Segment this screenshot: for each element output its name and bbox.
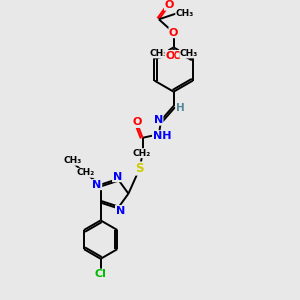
Text: CH₃: CH₃ (63, 156, 82, 165)
Text: NH: NH (153, 131, 171, 141)
Text: O: O (165, 50, 175, 61)
Text: O: O (132, 117, 141, 128)
Text: CH₃: CH₃ (176, 9, 194, 18)
Text: CH₂: CH₂ (77, 168, 95, 177)
Text: N: N (154, 115, 163, 125)
Text: N: N (116, 206, 125, 216)
Text: CH₃: CH₃ (180, 49, 198, 58)
Text: Cl: Cl (95, 269, 106, 279)
Text: O: O (169, 28, 178, 38)
Text: CH₃: CH₃ (149, 49, 167, 58)
Text: N: N (92, 180, 102, 190)
Text: H: H (176, 103, 184, 113)
Text: O: O (164, 0, 174, 10)
Text: O: O (173, 50, 182, 61)
Text: S: S (135, 162, 144, 175)
Text: N: N (112, 172, 122, 182)
Text: CH₂: CH₂ (133, 149, 151, 158)
